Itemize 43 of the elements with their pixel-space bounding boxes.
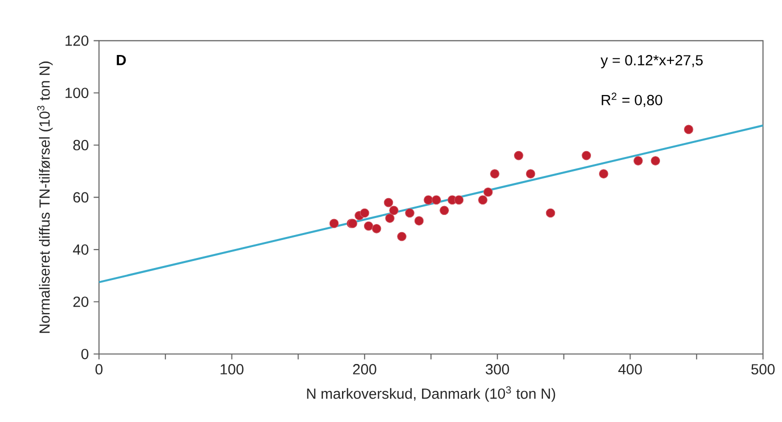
annotation: D [116, 55, 126, 66]
point [546, 208, 556, 218]
y-axis-title: Normaliseret diffus TN-tilførsel (10$^{3}$ ton N) [37, 62, 53, 333]
y-tick-label: 0 [81, 348, 88, 360]
point [582, 150, 592, 160]
point [414, 216, 424, 226]
point [526, 169, 536, 178]
x-tick-label: 200 [353, 364, 376, 374]
point [490, 169, 500, 178]
x-axis-title: N markoverskud, Danmark (10$^{3}$ ton N) [307, 386, 556, 402]
point [360, 208, 370, 218]
point [384, 198, 394, 208]
point [684, 124, 694, 134]
y-tick-label: 80 [73, 140, 88, 150]
x-tick-label: 0 [95, 364, 102, 374]
annotation: R$^{2}$ = 0,80 [602, 92, 662, 107]
point [424, 195, 434, 205]
point [650, 156, 660, 166]
x-tick-label: 500 [751, 364, 775, 374]
annotation: y = 0.12*x+27,5 [600, 55, 703, 68]
point [329, 218, 339, 228]
point [633, 156, 643, 166]
x-tick-label: 300 [486, 364, 510, 374]
point [514, 150, 524, 160]
point [440, 206, 449, 216]
x-tick-label: 400 [618, 364, 642, 374]
y-tick-label: 120 [66, 35, 88, 46]
point [397, 232, 406, 242]
point [405, 208, 414, 218]
y-tick-label: 100 [66, 88, 88, 98]
point [432, 195, 441, 205]
point [454, 195, 464, 205]
point [364, 221, 374, 231]
point [372, 224, 382, 234]
point [389, 206, 398, 216]
y-tick-label: 40 [72, 244, 88, 255]
x-tick-label: 100 [220, 364, 244, 374]
y-tick-label: 60 [73, 192, 88, 203]
point [478, 195, 488, 205]
point [385, 214, 394, 223]
point [598, 169, 608, 178]
point [483, 187, 493, 197]
y-tick-label: 20 [73, 296, 88, 307]
